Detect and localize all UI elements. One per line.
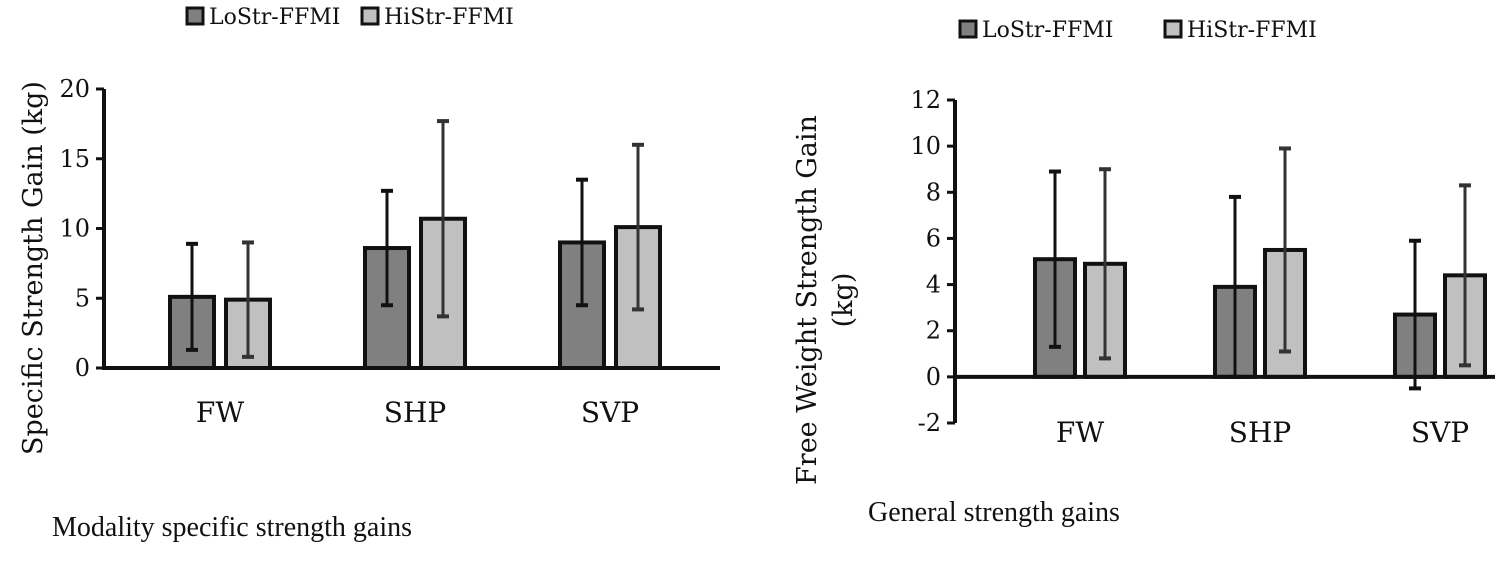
caption-left: Modality specific strength gains <box>52 512 413 543</box>
x-category-label: SHP <box>1229 416 1291 449</box>
x-category-label: FW <box>1056 416 1104 449</box>
legend-label: HiStr-FFMI <box>384 5 514 30</box>
y-tick-label: 8 <box>926 178 941 206</box>
caption-right: General strength gains <box>868 497 1120 528</box>
y-tick-label: 6 <box>926 224 941 252</box>
y-tick-label: 15 <box>59 145 90 173</box>
y-tick-label: -2 <box>918 409 941 437</box>
y-axis-title: (kg) <box>828 273 859 328</box>
legend-swatch <box>1163 19 1183 39</box>
y-tick-label: 20 <box>59 75 90 103</box>
y-tick-label: 0 <box>926 363 941 391</box>
x-category-label: FW <box>196 396 244 429</box>
y-tick-label: 0 <box>75 354 90 382</box>
legend-swatch <box>360 6 380 26</box>
chart-panel-2: -2 0 2 4 6 8 10 12 FW SHP SVP LoStr-FFMI HiStr-FFMI F… <box>792 18 1495 485</box>
legend-swatch <box>185 6 205 26</box>
x-category-label: SVP <box>581 396 639 429</box>
y-tick-label: 2 <box>926 317 941 345</box>
legend-label: HiStr-FFMI <box>1187 18 1317 43</box>
y-tick-label: 10 <box>59 215 90 243</box>
y-axis-title: Specific Strength Gain (kg) <box>18 81 49 455</box>
legend-swatch <box>958 19 978 39</box>
chart-panel-1: 0 5 10 15 20 FW SHP SVP LoStr-FFMI HiStr-FFMI Spec… <box>18 5 720 455</box>
legend-label: LoStr-FFMI <box>209 5 340 30</box>
legend-label: LoStr-FFMI <box>982 18 1113 43</box>
y-tick-label: 12 <box>910 86 941 114</box>
x-category-label: SHP <box>384 396 446 429</box>
y-tick-label: 10 <box>910 132 941 160</box>
y-tick-label: 4 <box>926 271 941 299</box>
x-category-label: SVP <box>1411 416 1469 449</box>
y-axis-title: Free Weight Strength Gain <box>792 115 823 485</box>
y-tick-label: 5 <box>75 284 90 312</box>
